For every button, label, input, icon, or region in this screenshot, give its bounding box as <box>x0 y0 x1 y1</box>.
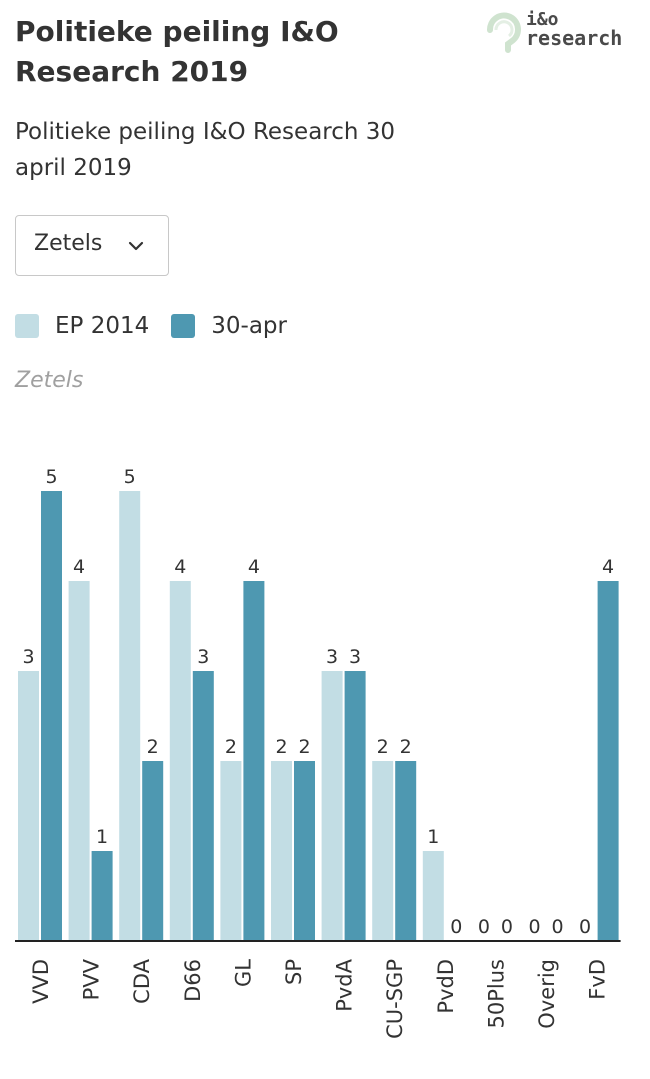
legend-swatch <box>171 314 196 338</box>
bar <box>294 761 315 941</box>
x-tick-label: CU-SGP <box>383 959 407 1039</box>
x-tick-label: FvD <box>586 959 610 1000</box>
legend-label: EP 2014 <box>55 313 150 339</box>
logo-text-line2: research <box>526 26 623 50</box>
bar <box>18 671 39 941</box>
data-label: 4 <box>174 556 186 578</box>
data-label: 3 <box>326 646 338 668</box>
bar <box>344 671 366 941</box>
bar <box>41 491 62 941</box>
x-tick-label: Overig <box>535 959 559 1029</box>
x-tick-label: PVV <box>80 958 104 1000</box>
x-tick-label: CDA <box>130 958 154 1003</box>
x-tick-label: SP <box>282 959 306 985</box>
bar <box>395 761 417 941</box>
data-label: 4 <box>602 556 614 578</box>
data-label: 1 <box>96 826 108 848</box>
data-label: 2 <box>298 736 310 758</box>
bar <box>142 761 164 941</box>
x-tick-label: 50Plus <box>484 959 508 1028</box>
bar <box>422 851 444 941</box>
io-research-logo: i&o research <box>482 8 632 58</box>
data-label: 4 <box>248 556 260 578</box>
data-label: 2 <box>377 736 389 758</box>
legend-label: 30-apr <box>211 313 287 339</box>
x-tick-label: PvdA <box>333 958 357 1011</box>
bar <box>271 761 292 941</box>
data-label: 5 <box>45 466 57 488</box>
bar <box>372 761 394 941</box>
data-label: 0 <box>528 916 540 938</box>
data-label: 1 <box>427 826 439 848</box>
chart-title: Politieke peiling I&O Research 2019 <box>15 15 339 88</box>
data-label: 0 <box>579 916 591 938</box>
data-label: 2 <box>400 736 412 758</box>
bar <box>68 581 90 941</box>
bar <box>169 581 191 941</box>
bar <box>119 491 141 941</box>
data-label: 5 <box>124 466 136 488</box>
data-label: 0 <box>551 916 563 938</box>
data-label: 0 <box>478 916 490 938</box>
bar <box>597 581 619 941</box>
bar <box>192 671 214 941</box>
logo-mark-icon <box>486 12 521 53</box>
data-label: 2 <box>225 736 237 758</box>
bar <box>91 851 113 941</box>
x-tick-label: VVD <box>29 959 53 1004</box>
data-label: 0 <box>501 916 513 938</box>
data-label: 3 <box>22 646 34 668</box>
logo-text-line1: i&o <box>526 9 559 30</box>
legend-item-ep2014[interactable]: EP 2014 <box>15 313 149 339</box>
chart-subtitle: Politieke peiling I&O Research 30 april … <box>15 119 396 181</box>
legend-item-30apr[interactable]: 30-apr <box>171 313 287 339</box>
data-label: 0 <box>450 916 462 938</box>
data-label: 3 <box>349 646 361 668</box>
data-label: 2 <box>275 736 287 758</box>
chevron-down-icon <box>128 241 144 251</box>
metric-dropdown[interactable]: Zetels <box>15 215 169 276</box>
dropdown-selected-value: Zetels <box>34 231 103 256</box>
chart-legend: EP 2014 30-apr <box>15 308 309 344</box>
bar <box>321 671 343 941</box>
legend-swatch <box>15 314 39 338</box>
data-label: 3 <box>197 646 209 668</box>
x-tick-label: PvdD <box>434 959 458 1014</box>
x-tick-label: GL <box>231 959 255 987</box>
bar <box>243 581 265 941</box>
bar <box>220 761 242 941</box>
data-label: 2 <box>147 736 159 758</box>
y-axis-label: Zetels <box>15 368 84 393</box>
x-tick-label: D66 <box>181 959 205 1002</box>
data-label: 4 <box>73 556 85 578</box>
